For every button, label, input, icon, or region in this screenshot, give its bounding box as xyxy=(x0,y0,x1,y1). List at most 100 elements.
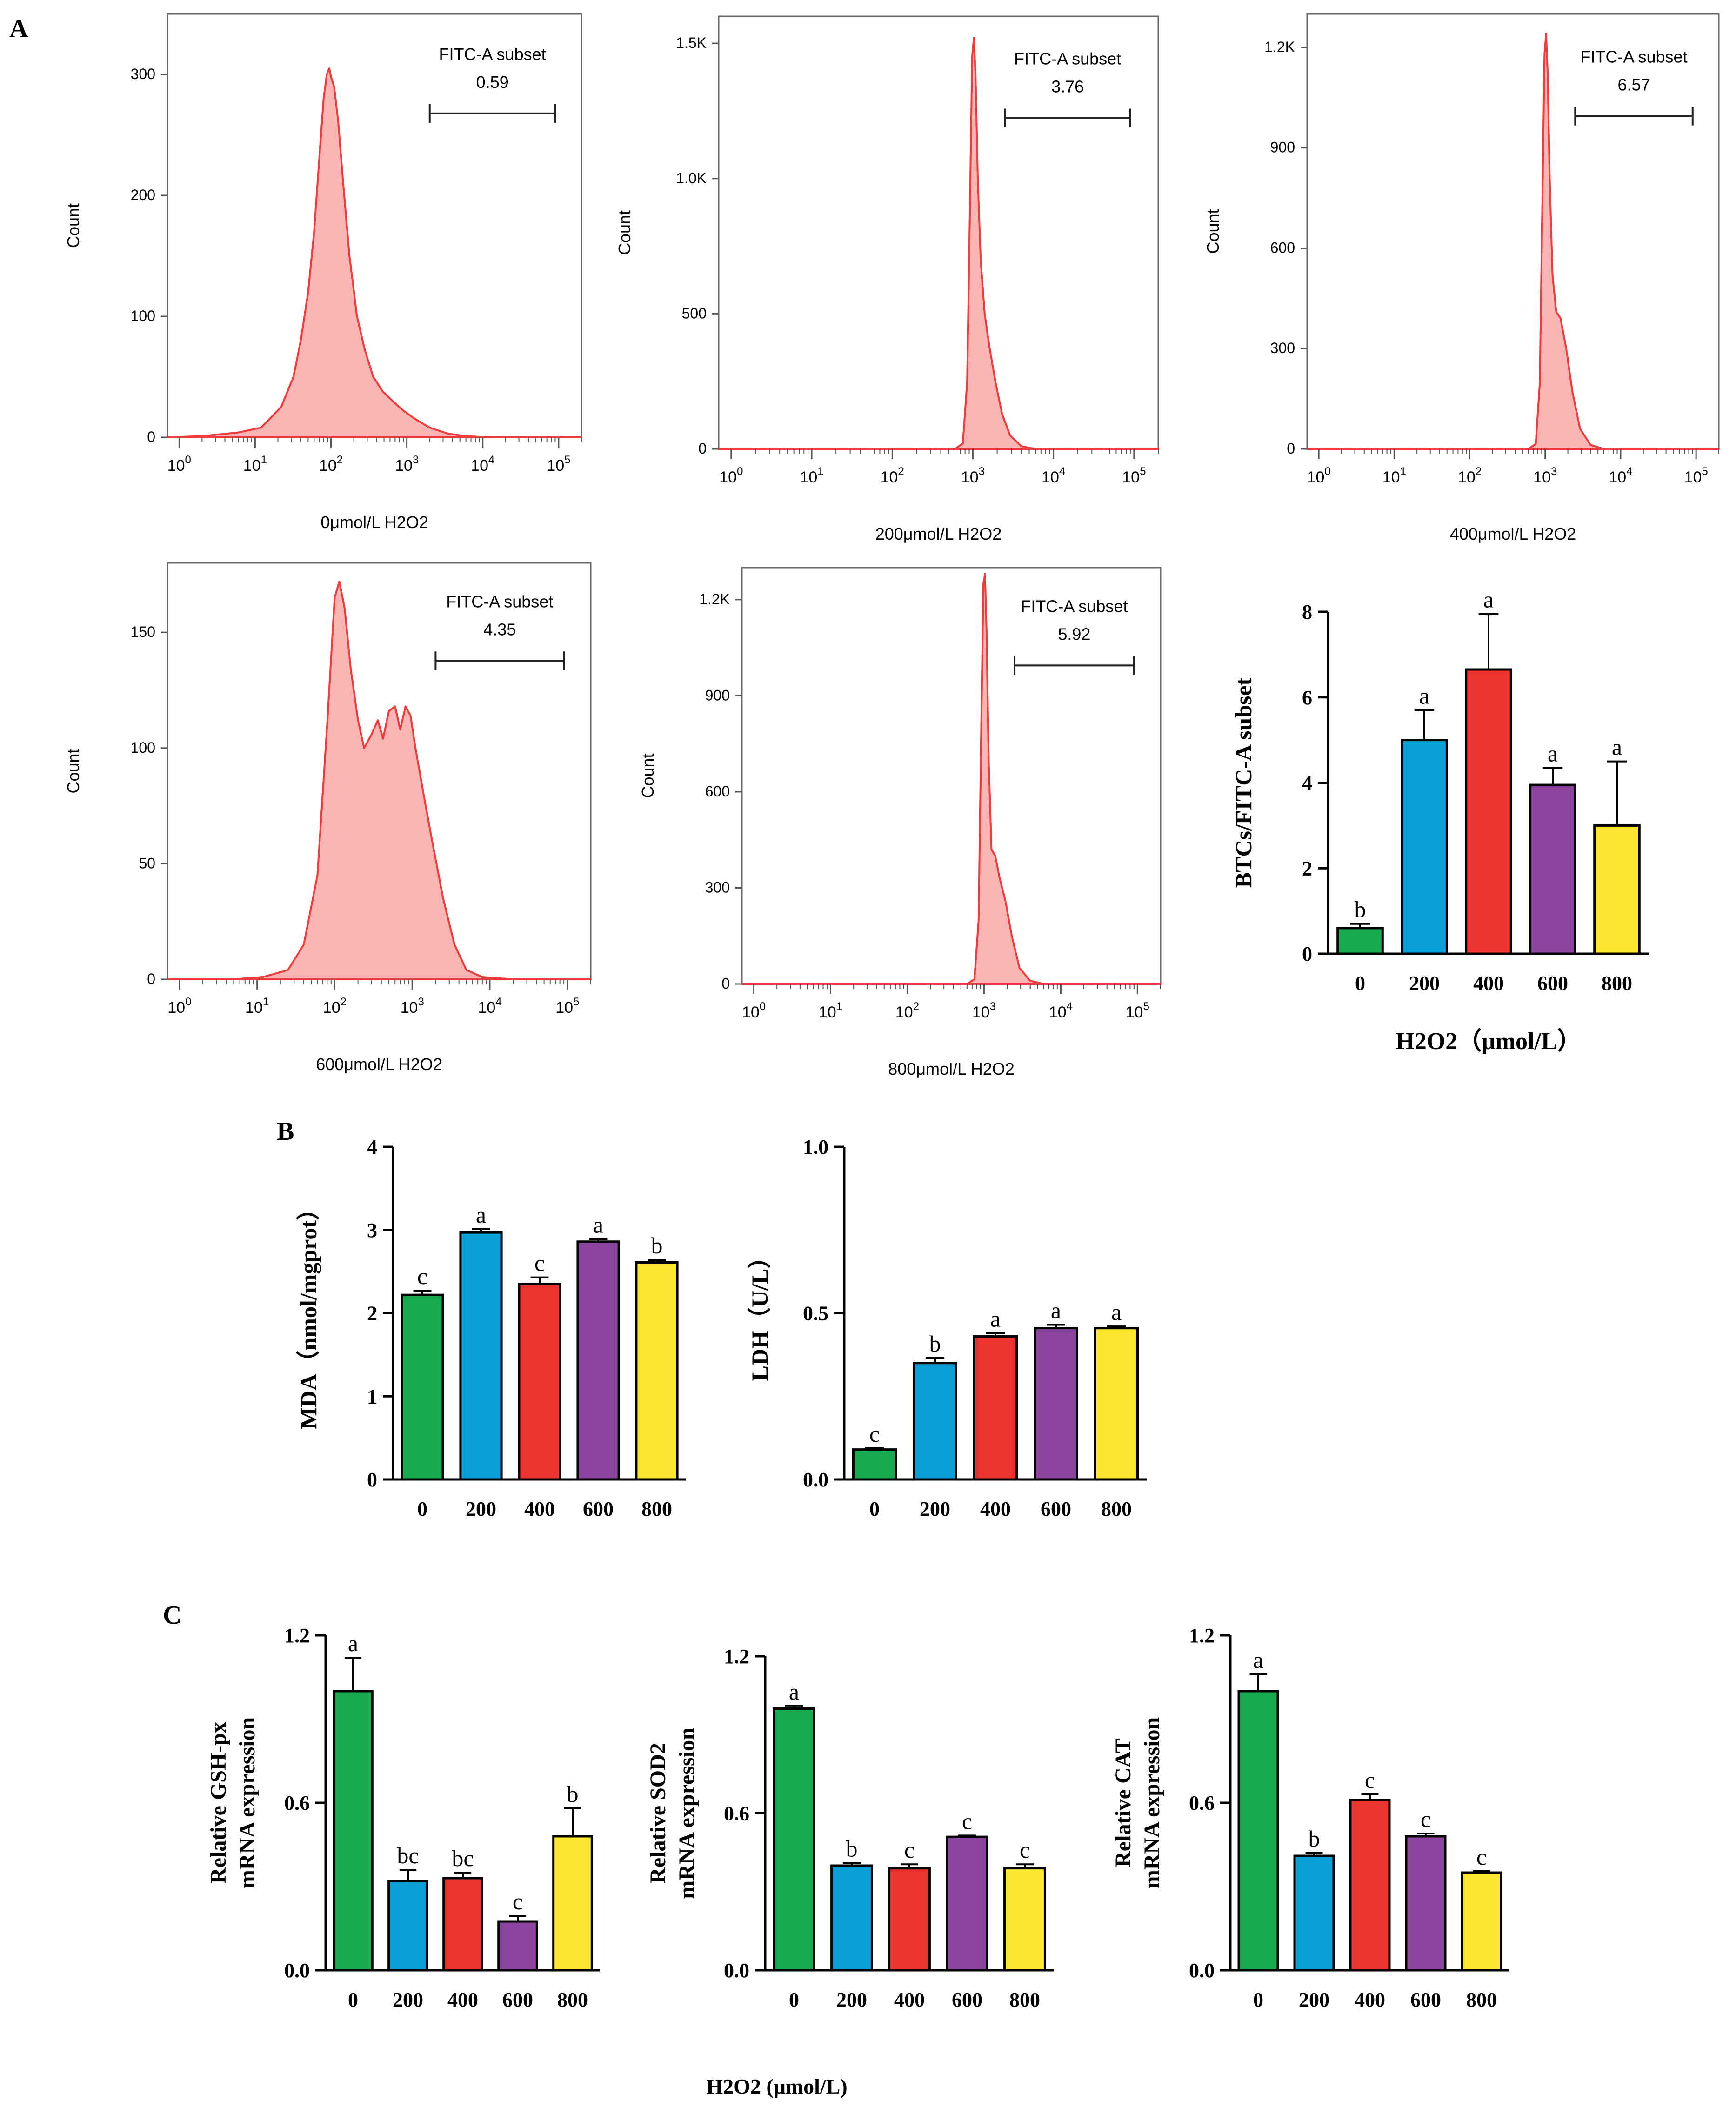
bar xyxy=(830,1864,873,1972)
x-tick-label: 400 xyxy=(894,1988,925,2011)
bar xyxy=(576,1240,620,1481)
y-tick-label: 0 xyxy=(147,428,155,445)
y-tick-label: 300 xyxy=(705,879,730,896)
significance-letter: b xyxy=(1309,1826,1320,1852)
panel-label-a: A xyxy=(9,14,28,43)
y-axis-label: mRNA expression xyxy=(235,1717,260,1888)
x-tick-label: 600 xyxy=(1537,972,1568,995)
significance-letter: c xyxy=(417,1263,427,1289)
bar-chart-panel: c 0 b 200 a 400 a 600 a 800 0.0 0.5 1.0 LDH（U/L） xyxy=(747,1136,1147,1520)
y-tick-label: 1.2K xyxy=(699,591,730,608)
significance-letter: b xyxy=(651,1232,663,1258)
x-tick-label: 104 xyxy=(478,996,501,1017)
y-axis-label: BTCs/FITC-A subset xyxy=(1230,677,1256,888)
y-axis-label: LDH（U/L） xyxy=(747,1245,773,1381)
x-tick-label: 100 xyxy=(167,454,191,475)
y-tick-label: 600 xyxy=(1270,239,1295,256)
x-tick-label: 103 xyxy=(395,454,419,475)
bar xyxy=(1461,1871,1502,1972)
bar xyxy=(1094,1327,1139,1481)
y-tick-label: 0 xyxy=(367,1468,377,1491)
y-tick-label: 300 xyxy=(131,66,155,82)
bar xyxy=(1405,1835,1447,1972)
x-tick-label: 600 xyxy=(952,1988,982,2011)
bar xyxy=(401,1293,444,1481)
y-axis-label: mRNA expression xyxy=(1140,1717,1164,1888)
significance-letter: c xyxy=(869,1421,880,1447)
histogram-area xyxy=(1306,33,1720,450)
gate-title: FITC-A subset xyxy=(1021,596,1128,616)
y-tick-label: 0.6 xyxy=(1189,1792,1215,1814)
x-tick-label: 400 xyxy=(524,1498,555,1520)
histogram-panel: 0 50 100 150 100 101 102 103 104 105 Count 600μmol/… xyxy=(64,562,592,1074)
y-tick-label: 0.0 xyxy=(803,1468,828,1491)
bar xyxy=(442,1877,483,1972)
bar xyxy=(1349,1799,1391,1972)
histogram-area xyxy=(741,573,1162,985)
y-tick-label: 0 xyxy=(698,440,707,457)
x-tick-label: 101 xyxy=(819,1000,842,1021)
plot-frame xyxy=(1306,13,1720,450)
histogram-panel: 0 300 600 900 1.2K 100 101 102 103 104 105 Count 800… xyxy=(638,567,1162,1078)
significance-letter: a xyxy=(1612,734,1622,760)
y-tick-label: 0 xyxy=(721,975,730,992)
x-tick-label: 105 xyxy=(1122,465,1146,486)
bar xyxy=(1336,927,1384,955)
bar xyxy=(387,1880,428,1972)
panel-label-b: B xyxy=(277,1117,294,1146)
x-tick-label: 102 xyxy=(319,454,343,475)
y-tick-label: 900 xyxy=(1270,139,1295,156)
y-tick-label: 0 xyxy=(1302,943,1312,965)
bar xyxy=(1593,824,1641,955)
x-tick-label: 400 xyxy=(1355,1988,1385,2011)
x-tick-label: 200 xyxy=(1299,1988,1329,2011)
x-axis-label: 200μmol/L H2O2 xyxy=(875,524,1002,543)
significance-letter: b xyxy=(567,1781,579,1807)
histogram-area xyxy=(718,37,1159,450)
bar xyxy=(1529,783,1576,955)
significance-letter: bc xyxy=(397,1842,419,1868)
bar xyxy=(1465,668,1512,955)
x-tick-label: 102 xyxy=(323,996,347,1017)
bar xyxy=(459,1231,503,1481)
x-tick-label: 0 xyxy=(789,1988,799,2011)
bar-chart-panel: a 0 bc 200 bc 400 c 600 b 800 0.0 0.6 1.2 Relative GS… xyxy=(206,1624,600,2011)
x-tick-label: 600 xyxy=(502,1988,533,2011)
x-tick-label: 104 xyxy=(1042,465,1065,486)
y-tick-label: 0.0 xyxy=(284,1959,310,1982)
plot-frame xyxy=(741,567,1162,985)
bar xyxy=(1034,1327,1078,1481)
significance-letter: b xyxy=(1355,897,1366,923)
gate-value: 0.59 xyxy=(476,73,509,92)
x-tick-label: 0 xyxy=(1253,1988,1263,2011)
x-tick-label: 102 xyxy=(1458,465,1482,486)
gate-title: FITC-A subset xyxy=(439,45,546,64)
y-axis-label: mRNA expression xyxy=(674,1727,699,1899)
x-tick-label: 104 xyxy=(1049,1000,1073,1021)
significance-letter: a xyxy=(1419,683,1429,709)
y-axis-label: Count xyxy=(1203,209,1222,254)
x-tick-label: 0 xyxy=(348,1988,358,2011)
y-tick-label: 600 xyxy=(705,783,730,800)
y-tick-label: 50 xyxy=(139,855,155,871)
significance-letter: a xyxy=(593,1211,603,1238)
significance-letter: a xyxy=(476,1202,486,1228)
histogram-panel: 0 100 200 300 100 101 102 103 104 105 Count 0μmol/L… xyxy=(64,13,582,532)
y-tick-label: 4 xyxy=(1302,772,1312,795)
bar xyxy=(1237,1690,1279,1972)
x-tick-label: 100 xyxy=(167,996,191,1017)
y-axis-label: Count xyxy=(64,749,83,793)
x-tick-label: 200 xyxy=(393,1988,423,2011)
bar xyxy=(773,1707,815,1972)
significance-letter: c xyxy=(962,1808,972,1834)
x-tick-label: 104 xyxy=(471,454,494,475)
y-tick-label: 0.5 xyxy=(803,1302,828,1325)
y-tick-label: 300 xyxy=(1270,340,1295,356)
bar xyxy=(1293,1854,1335,1972)
x-tick-label: 600 xyxy=(1410,1988,1441,2011)
bar xyxy=(888,1867,931,1972)
plot-frame xyxy=(718,15,1159,450)
bar xyxy=(518,1283,561,1481)
significance-letter: a xyxy=(1483,587,1494,613)
y-tick-label: 150 xyxy=(131,623,155,640)
